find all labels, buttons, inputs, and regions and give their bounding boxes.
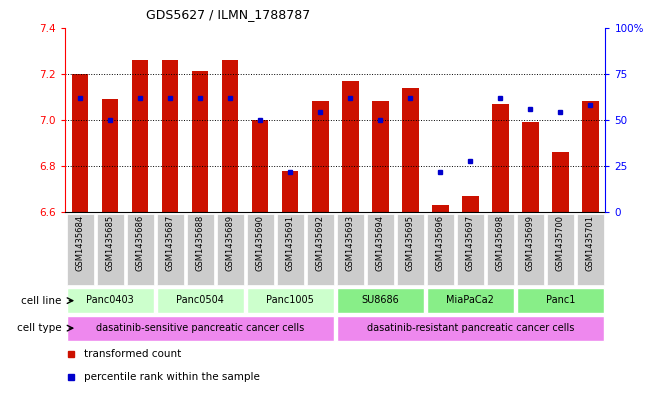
Text: percentile rank within the sample: percentile rank within the sample bbox=[84, 372, 260, 382]
Text: GSM1435693: GSM1435693 bbox=[346, 215, 355, 271]
FancyBboxPatch shape bbox=[517, 214, 544, 285]
FancyBboxPatch shape bbox=[217, 214, 243, 285]
FancyBboxPatch shape bbox=[487, 214, 514, 285]
FancyBboxPatch shape bbox=[66, 288, 154, 313]
Bar bbox=[492, 104, 508, 212]
Bar bbox=[252, 120, 268, 212]
Bar bbox=[312, 101, 329, 212]
FancyBboxPatch shape bbox=[367, 214, 394, 285]
Text: GSM1435696: GSM1435696 bbox=[436, 215, 445, 271]
Text: GSM1435695: GSM1435695 bbox=[406, 215, 415, 271]
FancyBboxPatch shape bbox=[457, 214, 484, 285]
Text: SU8686: SU8686 bbox=[361, 295, 399, 305]
Text: GSM1435686: GSM1435686 bbox=[135, 215, 145, 272]
Bar bbox=[222, 60, 238, 212]
FancyBboxPatch shape bbox=[157, 288, 243, 313]
Text: GSM1435690: GSM1435690 bbox=[256, 215, 265, 271]
Text: GSM1435694: GSM1435694 bbox=[376, 215, 385, 271]
Bar bbox=[72, 74, 89, 212]
Text: Panc0403: Panc0403 bbox=[86, 295, 134, 305]
Text: dasatinib-sensitive pancreatic cancer cells: dasatinib-sensitive pancreatic cancer ce… bbox=[96, 323, 304, 332]
Text: Panc0504: Panc0504 bbox=[176, 295, 224, 305]
FancyBboxPatch shape bbox=[247, 288, 334, 313]
Bar bbox=[282, 171, 299, 212]
Text: MiaPaCa2: MiaPaCa2 bbox=[447, 295, 494, 305]
FancyBboxPatch shape bbox=[66, 214, 94, 285]
FancyBboxPatch shape bbox=[577, 214, 604, 285]
Bar bbox=[372, 101, 389, 212]
Text: GSM1435687: GSM1435687 bbox=[165, 215, 174, 272]
Text: cell line: cell line bbox=[21, 296, 62, 306]
FancyBboxPatch shape bbox=[547, 214, 574, 285]
Bar bbox=[432, 205, 449, 212]
FancyBboxPatch shape bbox=[157, 214, 184, 285]
Bar bbox=[552, 152, 569, 212]
Bar bbox=[582, 101, 599, 212]
Text: GSM1435685: GSM1435685 bbox=[105, 215, 115, 271]
Bar bbox=[132, 60, 148, 212]
FancyBboxPatch shape bbox=[427, 288, 514, 313]
Text: GSM1435691: GSM1435691 bbox=[286, 215, 295, 271]
Text: GSM1435698: GSM1435698 bbox=[496, 215, 505, 271]
Text: GSM1435692: GSM1435692 bbox=[316, 215, 325, 271]
FancyBboxPatch shape bbox=[307, 214, 334, 285]
Text: GSM1435689: GSM1435689 bbox=[226, 215, 235, 271]
Text: GSM1435699: GSM1435699 bbox=[526, 215, 535, 271]
Text: GSM1435700: GSM1435700 bbox=[556, 215, 565, 271]
FancyBboxPatch shape bbox=[337, 316, 604, 340]
FancyBboxPatch shape bbox=[127, 214, 154, 285]
Bar bbox=[162, 60, 178, 212]
Text: GSM1435697: GSM1435697 bbox=[466, 215, 475, 271]
FancyBboxPatch shape bbox=[337, 214, 364, 285]
FancyBboxPatch shape bbox=[277, 214, 304, 285]
FancyBboxPatch shape bbox=[337, 288, 424, 313]
Text: Panc1: Panc1 bbox=[546, 295, 575, 305]
Text: GSM1435684: GSM1435684 bbox=[76, 215, 85, 271]
FancyBboxPatch shape bbox=[247, 214, 273, 285]
Bar bbox=[102, 99, 118, 212]
FancyBboxPatch shape bbox=[427, 214, 454, 285]
Text: GSM1435701: GSM1435701 bbox=[586, 215, 595, 271]
Text: dasatinib-resistant pancreatic cancer cells: dasatinib-resistant pancreatic cancer ce… bbox=[367, 323, 574, 332]
FancyBboxPatch shape bbox=[96, 214, 124, 285]
Bar bbox=[192, 72, 208, 212]
Bar bbox=[342, 81, 359, 212]
Bar bbox=[402, 88, 419, 212]
FancyBboxPatch shape bbox=[187, 214, 214, 285]
Text: cell type: cell type bbox=[17, 323, 62, 333]
Bar bbox=[462, 196, 478, 212]
FancyBboxPatch shape bbox=[66, 316, 334, 340]
Text: Panc1005: Panc1005 bbox=[266, 295, 314, 305]
Bar bbox=[522, 122, 538, 212]
Text: GDS5627 / ILMN_1788787: GDS5627 / ILMN_1788787 bbox=[146, 8, 311, 21]
FancyBboxPatch shape bbox=[517, 288, 604, 313]
FancyBboxPatch shape bbox=[397, 214, 424, 285]
Text: GSM1435688: GSM1435688 bbox=[196, 215, 204, 272]
Text: transformed count: transformed count bbox=[84, 349, 181, 359]
